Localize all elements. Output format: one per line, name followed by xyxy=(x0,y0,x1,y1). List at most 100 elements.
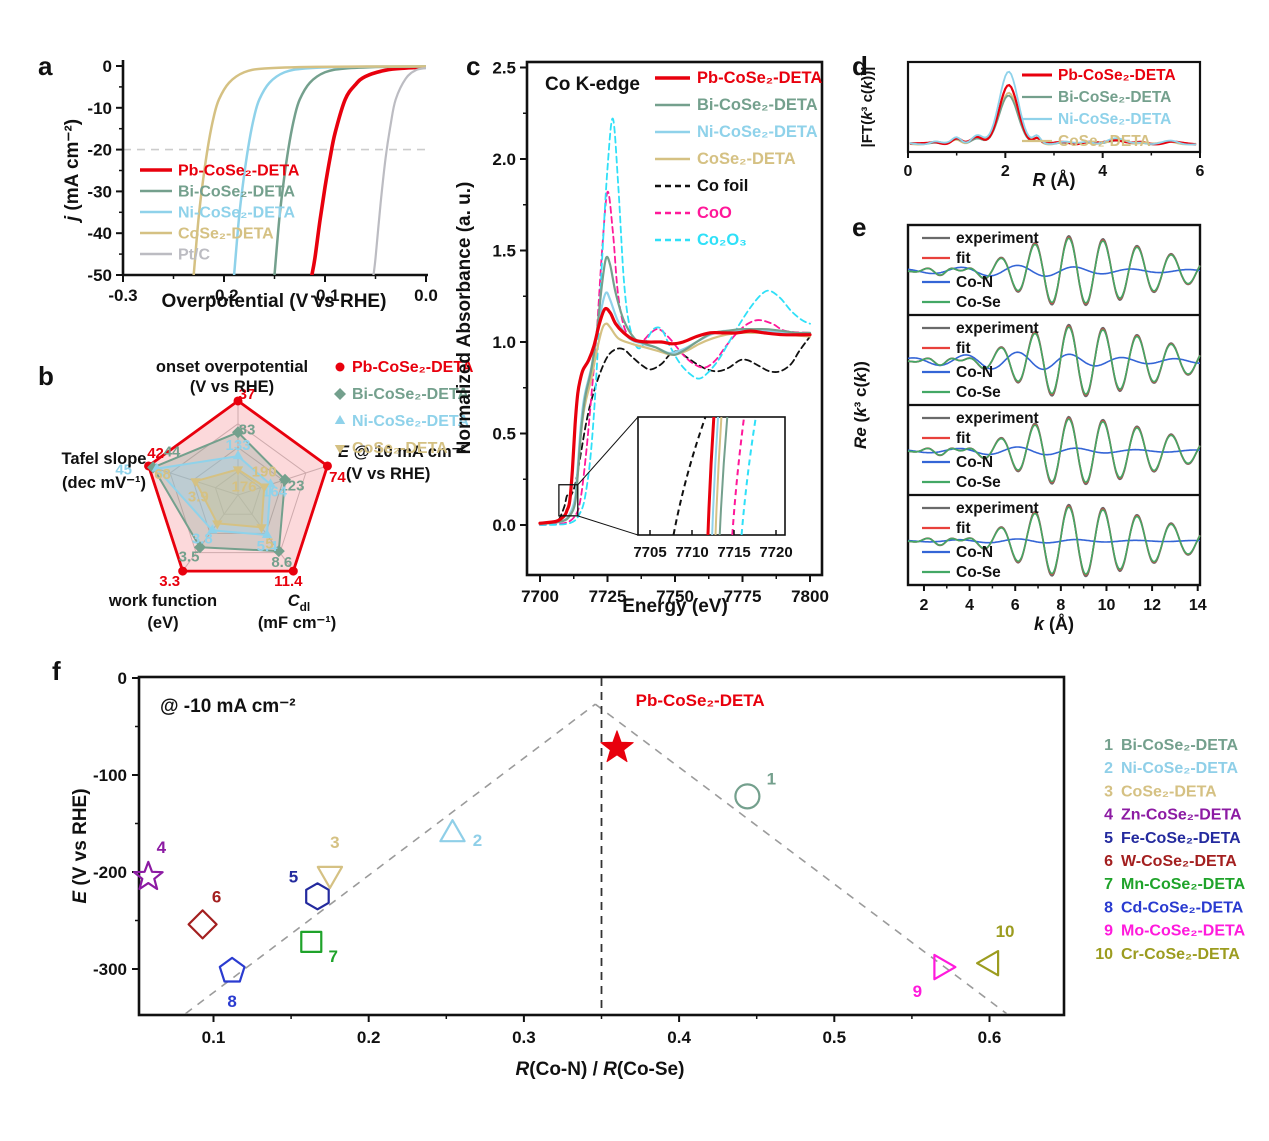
radar-marker xyxy=(322,461,332,471)
b-legend-label: Pb-CoSe₂-DETA xyxy=(352,359,474,376)
e-curve-co-n-1 xyxy=(907,264,1201,277)
f-guide-dashed-line xyxy=(594,703,1008,1015)
radar-value-label: 44 xyxy=(164,443,181,460)
f-legend-label: Mo-CoSe₂-DETA xyxy=(1121,923,1246,940)
a-curve-CoSe₂-DETA xyxy=(192,65,426,275)
f-y-tick-label: -300 xyxy=(93,960,127,979)
radar-marker xyxy=(261,529,273,538)
c-y-tick-label: 1.5 xyxy=(492,242,516,261)
c-x-tick-label: 7775 xyxy=(724,587,762,606)
radar-value-label: 83 xyxy=(239,421,256,438)
radar-axis-unit: (dec mV⁻¹) xyxy=(62,474,146,492)
e-curve-co-n-3 xyxy=(907,446,1200,456)
e-curve-fit-1 xyxy=(907,236,1201,305)
c-x-axis-title: Energy (eV) xyxy=(622,596,728,617)
f-legend-number: 7 xyxy=(1104,876,1113,893)
c-legend-label: Co₂O₃ xyxy=(697,231,747,249)
radar-value-label: 3.5 xyxy=(179,548,200,565)
radar-value-label: 164 xyxy=(262,483,288,500)
radar-marker xyxy=(232,466,244,476)
a-y-tick-label: -50 xyxy=(87,266,112,285)
f-marker-Bi-CoSe₂-DETA xyxy=(734,783,761,810)
a-x-tick-label: -0.2 xyxy=(209,286,238,305)
e-legend-label: Co-Se xyxy=(956,294,1001,311)
radar-axis-unit: (V vs RHE) xyxy=(346,465,430,483)
a-curve-Pb-CoSe₂-DETA xyxy=(310,65,426,275)
radar-area-Bi-CoSe₂-DETA xyxy=(152,431,286,553)
e-curve-fit-3 xyxy=(907,417,1201,484)
e-legend-label: fit xyxy=(956,430,971,447)
f-legend-number: 1 xyxy=(1104,737,1113,754)
d-y-axis-title: |FT(k³ c(k))| xyxy=(859,67,876,148)
a-curve-Pt/C xyxy=(372,66,426,275)
radar-marker xyxy=(190,478,201,488)
radar-spoke xyxy=(181,494,239,573)
f-point-number: 4 xyxy=(157,838,167,857)
e-legend-label: Co-N xyxy=(956,544,993,561)
c-x-tick-label: 7750 xyxy=(656,587,694,606)
panel-b-letter: b xyxy=(38,361,54,391)
f-legend-number: 6 xyxy=(1104,853,1113,870)
radar-value-label: 133 xyxy=(225,437,250,454)
c-inset-line-Ni-CoSe₂-DETA xyxy=(711,417,720,535)
radar-axis-unit: (mF cm⁻¹) xyxy=(258,614,336,632)
e-curve-co-se-3 xyxy=(907,418,1201,484)
radar-value-label: 5.4 xyxy=(257,538,279,555)
f-marker-W-CoSe₂-DETA xyxy=(187,909,218,940)
f-legend-number: 8 xyxy=(1104,899,1113,916)
a-y-tick-label: -30 xyxy=(87,182,112,201)
c-curve-Pb-CoSe₂-DETA xyxy=(538,306,812,525)
radar-grid-ring xyxy=(214,470,262,515)
d-x-axis-title: R (Å) xyxy=(1033,170,1076,190)
radar-axis-title: Tafel slope xyxy=(62,450,147,468)
b-legend-marker xyxy=(334,445,346,454)
radar-axis-title: onset overpotential xyxy=(156,358,308,376)
e-x-axis-title: k (Å) xyxy=(1034,614,1074,634)
b-legend-label: Bi-CoSe₂-DETA xyxy=(352,386,469,403)
f-point-number: 6 xyxy=(212,887,221,906)
panel-c-letter: c xyxy=(466,51,480,81)
a-legend-label: Bi-CoSe₂-DETA xyxy=(178,184,295,201)
radar-axis-title: Cdl xyxy=(288,592,310,614)
f-y-tick-label: -200 xyxy=(93,863,127,882)
f-x-tick-label: 0.3 xyxy=(512,1028,536,1047)
f-legend-number: 3 xyxy=(1104,783,1113,800)
panel-e-exafs-fit-chart: e 2 4 6 8 10 12 14 experiment fit Co-N Co-Se experim… xyxy=(851,212,1207,634)
radar-marker xyxy=(272,545,285,558)
radar-value-label: 8.6 xyxy=(271,554,292,571)
f-marker-star-pb xyxy=(600,730,634,763)
c-legend-label: CoO xyxy=(697,204,732,222)
f-legend-label: CoSe₂-DETA xyxy=(1121,783,1217,800)
f-marker-Zn-CoSe₂-DETA xyxy=(132,860,164,891)
radar-axis-unit: (V vs RHE) xyxy=(190,378,274,396)
f-point-number: 3 xyxy=(330,833,339,852)
radar-marker xyxy=(259,483,270,493)
c-inset-curves xyxy=(672,417,757,535)
panel-a-letter: a xyxy=(38,51,53,81)
c-inset-tick-label: 7715 xyxy=(717,544,750,561)
f-guide-dashed-line xyxy=(185,703,596,1015)
radar-area-Ni-CoSe₂-DETA xyxy=(155,455,272,536)
f-legend-label: Fe-CoSe₂-DETA xyxy=(1121,830,1241,847)
radar-marker xyxy=(233,396,243,406)
a-y-tick-label: 0 xyxy=(103,57,112,76)
radar-value-label: 11.4 xyxy=(274,573,303,590)
f-marker-Ni-CoSe₂-DETA xyxy=(439,819,466,843)
c-x-tick-label: 7700 xyxy=(521,587,559,606)
panel-c-xanes-chart: c 7700 7725 7750 7775 7800 0.0 0.5 1.0 1.5 2.0 2.5 C… xyxy=(454,51,829,617)
f-legend-label: Cr-CoSe₂-DETA xyxy=(1121,946,1240,963)
c-inset-tick-label: 7720 xyxy=(759,544,792,561)
f-marker-Cr-CoSe₂-DETA xyxy=(975,949,1000,977)
e-curve-co-n-4 xyxy=(907,538,1201,544)
a-x-tick-label: -0.3 xyxy=(108,286,137,305)
b-legend-marker xyxy=(335,362,345,372)
radar-value-label: 42 xyxy=(147,445,164,462)
e-legend-label: experiment xyxy=(956,410,1039,427)
c-inset-line-CoSe₂-DETA xyxy=(714,417,723,535)
e-legend-label: Co-N xyxy=(956,454,993,471)
e-x-tick-label: 6 xyxy=(1011,597,1020,614)
c-curves xyxy=(538,117,812,526)
radar-marker xyxy=(279,473,291,486)
f-legend-number: 4 xyxy=(1104,807,1113,824)
